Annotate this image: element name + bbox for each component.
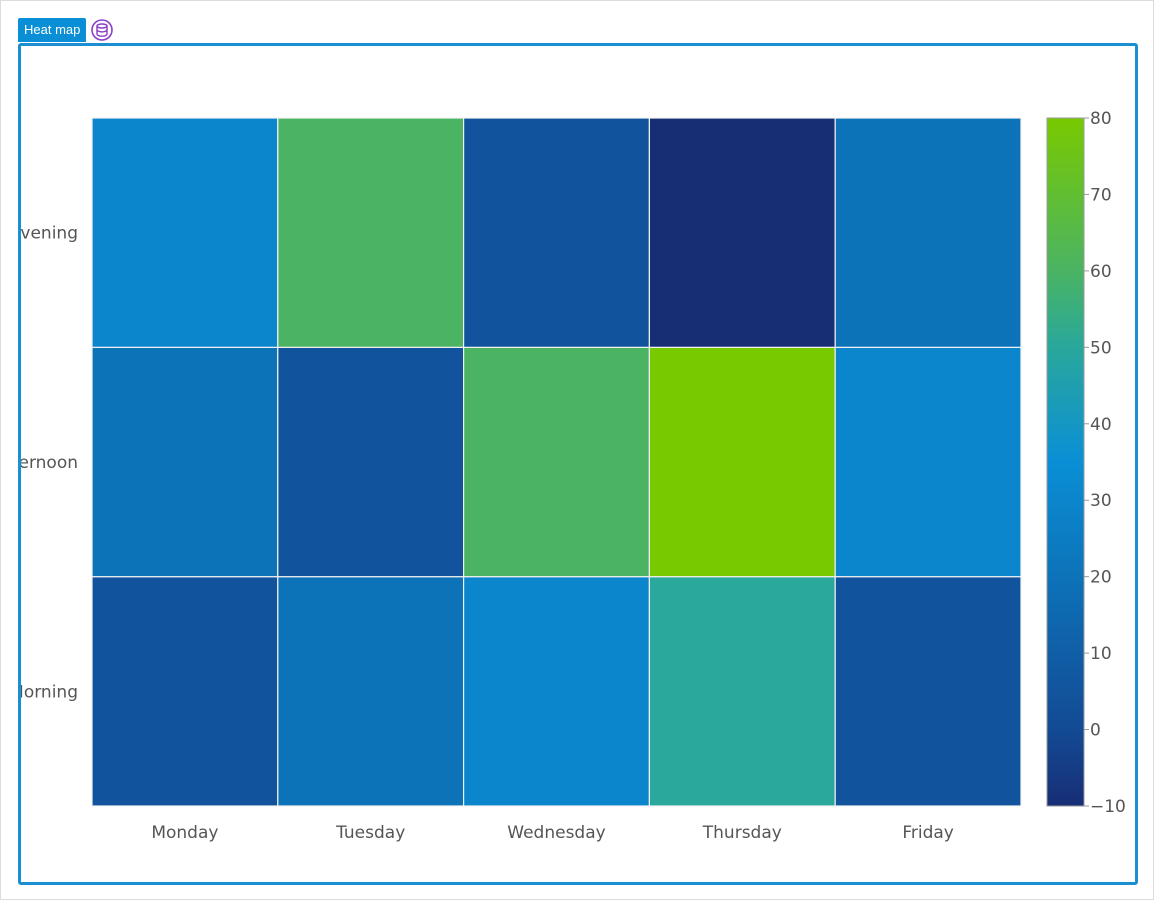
heatmap-cell-thursday-afternoon[interactable]: [648, 346, 836, 578]
y-tick-label: Morning: [9, 682, 78, 702]
colorbar-tick-label: 70: [1090, 185, 1112, 205]
heatmap-cell-monday-afternoon[interactable]: [91, 346, 279, 578]
x-tick-label: Tuesday: [335, 823, 405, 843]
heatmap-cell-tuesday-afternoon[interactable]: [277, 346, 465, 578]
colorbar-tick-label: 30: [1090, 491, 1112, 511]
heatmap-cell-thursday-morning[interactable]: [648, 576, 836, 807]
panel-title-tab[interactable]: Heat map: [18, 18, 87, 42]
x-tick-label: Thursday: [702, 823, 782, 843]
heatmap-cell-wednesday-evening[interactable]: [463, 117, 651, 348]
database-icon[interactable]: [91, 19, 113, 41]
y-tick-label: ernoon: [19, 453, 79, 473]
x-tick-label: Monday: [151, 823, 218, 843]
colorbar-tick-label: 50: [1090, 338, 1112, 358]
y-tick-label: Evening: [10, 224, 78, 244]
heatmap-cell-wednesday-afternoon[interactable]: [463, 346, 651, 578]
colorbar-tick-label: 60: [1090, 262, 1112, 282]
colorbar-tick-label: 10: [1090, 644, 1112, 664]
colorbar-tick-label: −10: [1090, 797, 1126, 817]
heatmap-cell-tuesday-morning[interactable]: [277, 576, 465, 807]
heatmap-cell-tuesday-evening[interactable]: [277, 117, 465, 348]
heatmap-cell-monday-morning[interactable]: [91, 576, 279, 807]
colorbar-tick-label: 0: [1090, 721, 1101, 741]
heatmap-cell-friday-afternoon[interactable]: [834, 346, 1022, 578]
x-tick-label: Friday: [902, 823, 954, 843]
x-tick-label: Wednesday: [507, 823, 605, 843]
heatmap-cell-friday-morning[interactable]: [834, 576, 1022, 807]
heatmap-cell-wednesday-morning[interactable]: [463, 576, 651, 807]
colorbar-tick-label: 80: [1090, 109, 1112, 129]
colorbar-tick-label: 20: [1090, 568, 1112, 588]
heatmap-cell-thursday-evening[interactable]: [648, 117, 836, 348]
heatmap-cell-friday-evening[interactable]: [834, 117, 1022, 348]
heatmap-cell-monday-evening[interactable]: [91, 117, 279, 348]
colorbar-tick-label: 40: [1090, 415, 1112, 435]
colorbar: [1046, 117, 1085, 807]
